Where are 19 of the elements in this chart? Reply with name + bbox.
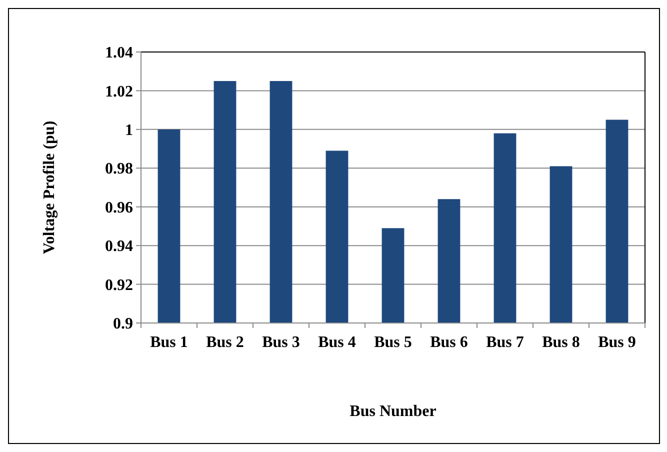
y-tick-label: 1.04	[105, 44, 133, 62]
y-axis-title: Voltage Profile (pu)	[41, 120, 58, 254]
x-tick-label: Bus 7	[486, 334, 524, 351]
y-tick-label: 0.92	[105, 276, 133, 294]
y-tick-label: 0.94	[105, 238, 133, 256]
y-tick-label: 0.9	[113, 316, 133, 333]
x-axis-title: Bus Number	[350, 403, 436, 420]
x-tick-label: Bus 8	[542, 334, 580, 351]
x-tick-label: Bus 9	[598, 334, 636, 351]
x-tick-label: Bus 4	[318, 334, 356, 351]
x-tick-label: Bus 5	[374, 334, 412, 351]
y-tick-label: 1.02	[105, 83, 133, 100]
y-tick-label: 0.96	[105, 199, 133, 216]
x-tick-label: Bus 2	[206, 334, 244, 351]
y-tick-label: 1	[125, 122, 133, 140]
x-tick-label: Bus 3	[262, 334, 300, 351]
x-tick-label: Bus 6	[430, 334, 468, 351]
y-tick-label: 0.98	[105, 160, 133, 178]
x-tick-label: Bus 1	[150, 334, 188, 351]
